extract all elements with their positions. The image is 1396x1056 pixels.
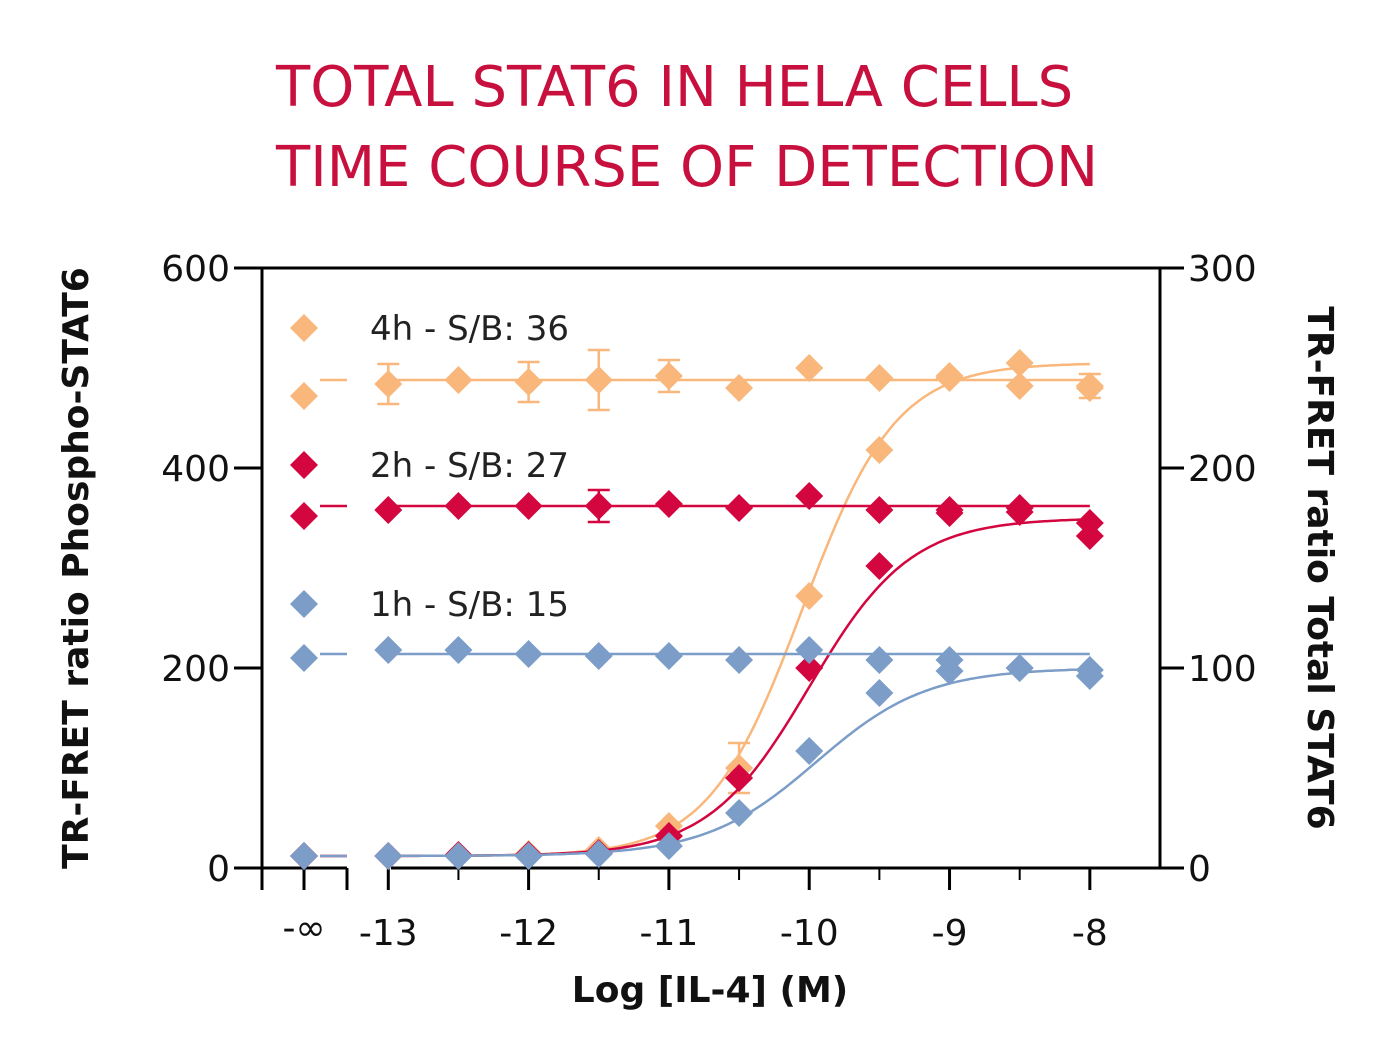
marker-total [1005, 372, 1034, 400]
y-axis-left-title: TR-FRET ratio Phospho-STAT6 [56, 267, 97, 869]
marker-phospho [865, 552, 894, 580]
marker-phospho [865, 679, 894, 707]
marker-total [1005, 498, 1034, 526]
marker-total [654, 362, 683, 390]
legend-marker-1h [290, 590, 318, 618]
x-axis-title: Log [IL-4] (M) [572, 970, 848, 1011]
x-tick-label: -12 [499, 913, 558, 954]
marker-total [584, 366, 613, 394]
marker-phospho [1005, 349, 1034, 377]
marker-phospho-zero [290, 842, 318, 870]
y-right-tick-label: 100 [1188, 649, 1257, 690]
marker-total [374, 636, 403, 664]
marker-total [444, 636, 473, 664]
marker-phospho [865, 436, 894, 464]
marker-total [514, 492, 543, 520]
marker-total [1075, 522, 1104, 550]
series-1h [290, 636, 1104, 870]
legend-marker-2h [290, 451, 318, 479]
marker-total [514, 368, 543, 396]
y-right-tick-label: 0 [1188, 849, 1211, 890]
marker-phospho [654, 832, 683, 860]
marker-total [865, 646, 894, 674]
legend: 4h - S/B: 36 2h - S/B: 27 1h - S/B: 15 [290, 309, 569, 625]
x-tick-label-zero: -∞ [283, 908, 326, 949]
marker-total-zero [290, 382, 318, 410]
marker-total [865, 496, 894, 524]
marker-total [584, 492, 613, 520]
marker-total [584, 642, 613, 670]
marker-total [374, 496, 403, 524]
marker-phospho [444, 842, 473, 870]
marker-total [935, 496, 964, 524]
marker-phospho [795, 654, 824, 682]
marker-total [725, 374, 754, 402]
marker-total [1005, 654, 1034, 682]
x-tick-label: -8 [1072, 913, 1108, 954]
marker-total [1075, 372, 1104, 400]
y-left-tick-label: 400 [161, 449, 230, 490]
marker-total [514, 640, 543, 668]
marker-total [654, 490, 683, 518]
marker-phospho [725, 799, 754, 827]
marker-phospho [584, 840, 613, 868]
axes: 0 200 400 600 0 100 200 300 -∞ -13 -12 -11 -10 -9 -8 [161, 249, 1256, 954]
y-right-tick-label: 300 [1188, 249, 1257, 290]
marker-total [935, 646, 964, 674]
marker-total [444, 366, 473, 394]
marker-total [725, 494, 754, 522]
x-tick-label: -10 [780, 913, 839, 954]
marker-total [374, 370, 403, 398]
x-tick-label: -9 [932, 913, 968, 954]
legend-label-1h: 1h - S/B: 15 [370, 585, 569, 625]
marker-phospho [514, 842, 543, 870]
chart-title-line-2: TIME COURSE OF DETECTION [275, 135, 1098, 200]
marker-phospho [795, 582, 824, 610]
x-tick-label: -11 [640, 913, 699, 954]
marker-total [795, 636, 824, 664]
marker-total [1075, 662, 1104, 690]
marker-total-zero [290, 644, 318, 672]
y-left-tick-label: 600 [161, 249, 230, 290]
marker-total [795, 482, 824, 510]
marker-total [795, 354, 824, 382]
marker-total [444, 492, 473, 520]
series-layer [290, 348, 1104, 870]
y-left-tick-label: 0 [207, 849, 230, 890]
legend-label-2h: 2h - S/B: 27 [370, 446, 569, 486]
marker-phospho [374, 842, 403, 870]
marker-total [865, 364, 894, 392]
y-left-tick-label: 200 [161, 649, 230, 690]
marker-total [935, 362, 964, 390]
legend-label-4h: 4h - S/B: 36 [370, 309, 569, 349]
marker-total [654, 642, 683, 670]
marker-total [725, 646, 754, 674]
marker-phospho [795, 737, 824, 765]
series-2h [290, 482, 1104, 870]
y-axis-right-title: TR-FRET ratio Total STAT6 [1299, 306, 1340, 829]
x-tick-label: -13 [359, 913, 418, 954]
chart-title-line-1: TOTAL STAT6 IN HELA CELLS [275, 55, 1073, 120]
marker-phospho [725, 764, 754, 792]
y-right-tick-label: 200 [1188, 449, 1257, 490]
marker-total-zero [290, 502, 318, 530]
legend-marker-4h [290, 314, 318, 342]
